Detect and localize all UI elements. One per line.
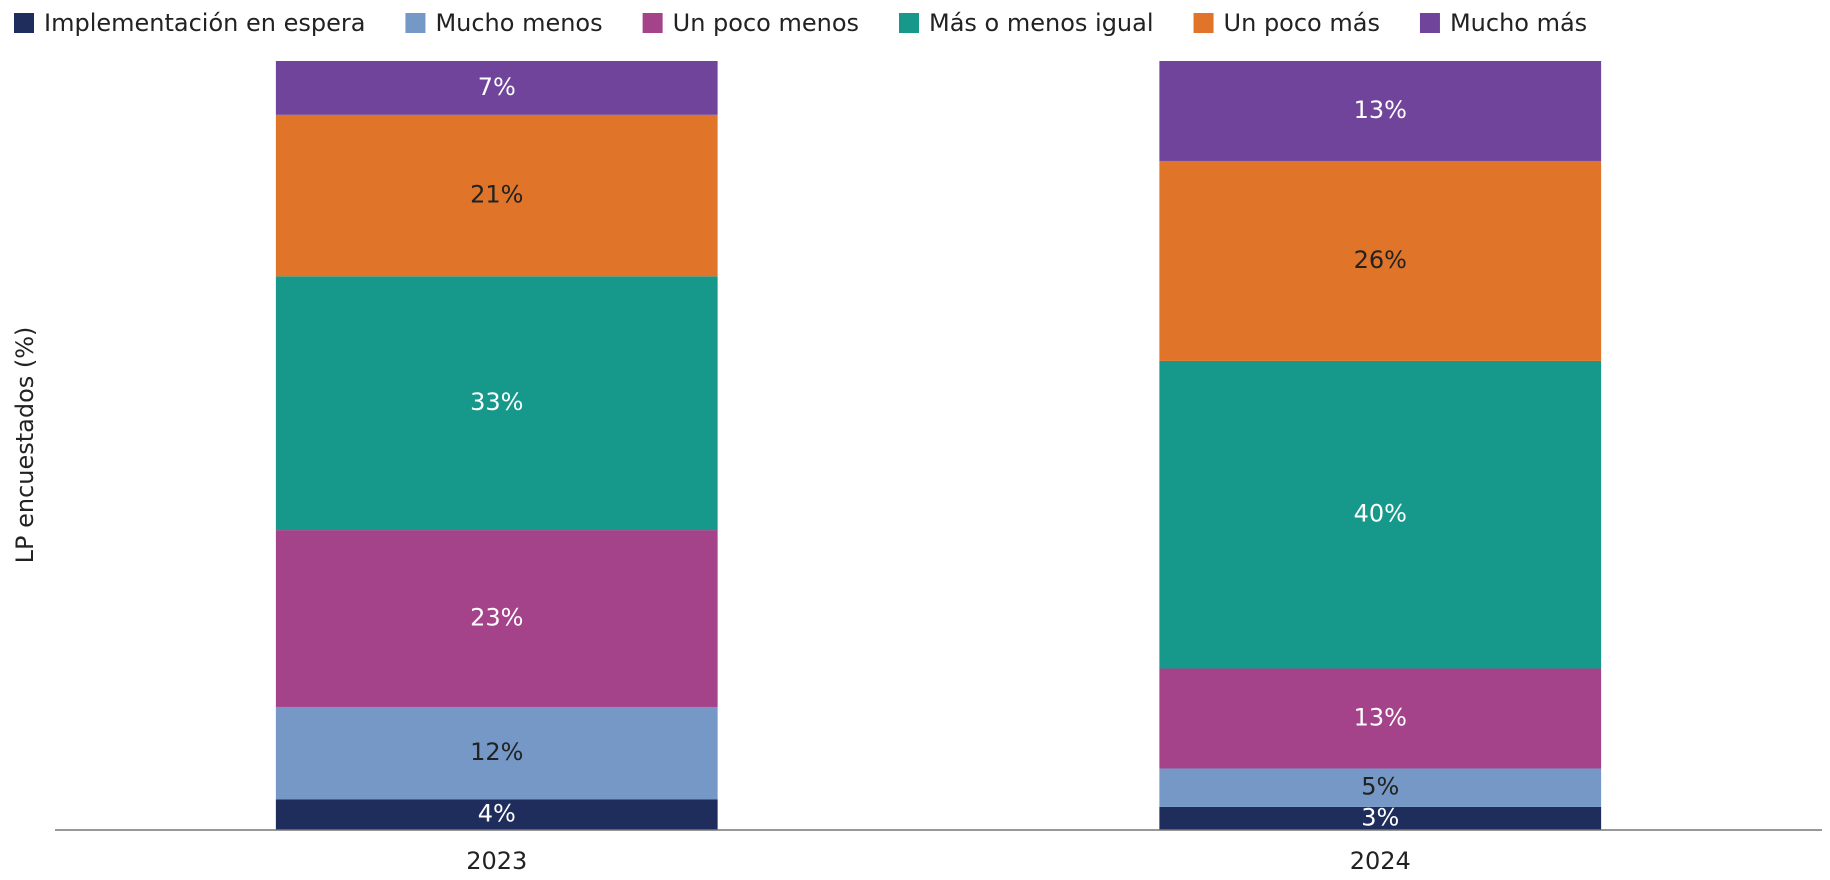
- bar-segment: [275, 706, 718, 800]
- bar-segment: [275, 114, 718, 277]
- legend-swatch: [405, 13, 426, 33]
- bar-segment: [1159, 668, 1602, 769]
- data-label: 33%: [470, 388, 523, 416]
- data-label: 3%: [1361, 803, 1399, 831]
- bar-segment: [275, 799, 718, 830]
- legend-label: Mucho menos: [435, 9, 602, 37]
- bar-segment: [1159, 768, 1602, 807]
- data-label: 5%: [1361, 773, 1399, 801]
- x-tick-label: 2023: [466, 847, 527, 875]
- data-label: 23%: [470, 604, 523, 632]
- legend-swatch: [899, 13, 919, 33]
- bar-segment: [275, 276, 718, 531]
- x-tick-label: 2024: [1350, 847, 1411, 875]
- legend-label: Implementación en espera: [44, 9, 365, 37]
- legend-swatch: [1193, 13, 1214, 33]
- bar-segment: [1159, 806, 1602, 830]
- legend-label: Un poco menos: [673, 9, 859, 37]
- bar-segment: [1159, 61, 1602, 161]
- legend-label: Un poco más: [1224, 9, 1380, 37]
- legend-swatch: [14, 13, 34, 33]
- bar-segment: [275, 530, 718, 707]
- legend-label: Mucho más: [1450, 9, 1587, 37]
- data-label: 12%: [470, 738, 523, 766]
- data-label: 7%: [478, 73, 516, 101]
- data-label: 4%: [478, 800, 516, 828]
- data-label: 21%: [470, 181, 523, 209]
- data-label: 26%: [1354, 246, 1407, 274]
- legend-swatch: [642, 13, 663, 33]
- legend-label: Más o menos igual: [929, 9, 1154, 37]
- bar-segment: [275, 61, 718, 115]
- data-label: 13%: [1354, 96, 1407, 124]
- data-label: 40%: [1354, 500, 1407, 528]
- legend-swatch: [1419, 13, 1440, 33]
- data-label: 13%: [1354, 703, 1407, 731]
- bar-segment: [1159, 360, 1602, 669]
- bar-segment: [1159, 160, 1602, 361]
- y-axis-label: LP encuestados (%): [11, 327, 39, 564]
